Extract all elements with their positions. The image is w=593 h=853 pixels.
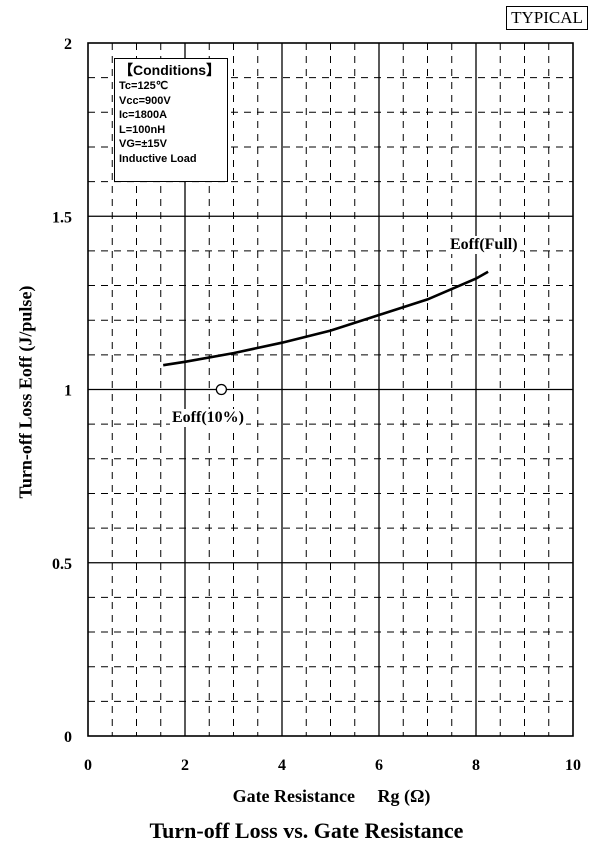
x-tick-label: 6 <box>375 757 383 774</box>
chart-title: Turn-off Loss vs. Gate Resistance <box>149 818 464 843</box>
eoff-10-point <box>215 383 228 396</box>
x-axis-label: Gate Resistance Rg (Ω) <box>232 786 431 806</box>
series-label-eoff-full: Eoff(Full) <box>448 236 520 254</box>
x-tick-label: 2 <box>181 757 189 774</box>
y-tick-label: 1.5 <box>52 209 72 226</box>
y-tick-label: 0.5 <box>52 556 72 573</box>
x-tick-label: 0 <box>84 757 92 774</box>
series-label-eoff-10: Eoff(10%) <box>170 409 246 427</box>
x-tick-label: 8 <box>472 757 480 774</box>
plot-frame <box>87 42 574 737</box>
conditions-title: 【Conditions】 <box>119 62 221 78</box>
y-axis-label: Turn-off Loss Eoff (J/pulse) <box>15 285 36 499</box>
y-tick-label: 1 <box>64 383 72 400</box>
conditions-box: 【Conditions】 Tc=125℃ Vcc=900V Ic=1800A L… <box>114 58 228 182</box>
eoff-full-curve <box>162 270 489 367</box>
x-tick-label: 4 <box>278 757 286 774</box>
condition-vcc: Vcc=900V <box>119 94 171 107</box>
condition-tc: Tc=125℃ <box>119 80 169 92</box>
y-tick-label: 2 <box>64 36 72 53</box>
y-tick-label: 0 <box>64 729 72 746</box>
condition-l: L=100nH <box>119 123 166 136</box>
condition-vg: VG=±15V <box>119 138 167 150</box>
x-tick-label: 10 <box>565 757 581 774</box>
condition-ic: Ic=1800A <box>119 109 168 121</box>
condition-load: Inductive Load <box>119 152 197 165</box>
typical-badge: TYPICAL <box>506 6 588 30</box>
